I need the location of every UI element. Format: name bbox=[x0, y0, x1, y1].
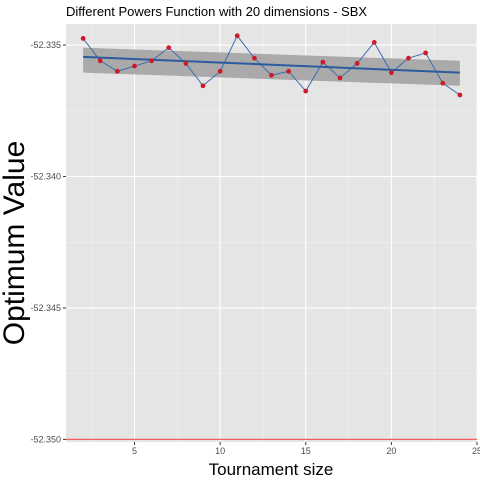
data-point bbox=[286, 68, 292, 74]
data-point bbox=[149, 58, 155, 64]
data-point bbox=[423, 50, 429, 56]
x-tick-label: 10 bbox=[215, 446, 225, 456]
y-axis-ticks: -52.335 -52.340 -52.345 -52.350 bbox=[30, 40, 66, 444]
data-point bbox=[200, 83, 206, 89]
x-tick-label: 25 bbox=[472, 446, 480, 456]
data-point bbox=[80, 36, 86, 41]
y-tick-label: -52.335 bbox=[30, 40, 61, 50]
x-tick-label: 15 bbox=[301, 446, 311, 456]
data-point bbox=[320, 59, 326, 65]
x-tick-label: 20 bbox=[386, 446, 396, 456]
data-point bbox=[97, 58, 103, 64]
data-point bbox=[217, 68, 223, 74]
data-point bbox=[234, 33, 240, 39]
data-point bbox=[388, 70, 394, 76]
data-point bbox=[354, 61, 360, 66]
data-point bbox=[166, 45, 172, 51]
plot-panel bbox=[66, 24, 477, 442]
data-point bbox=[269, 72, 274, 78]
chart-title: Different Powers Function with 20 dimens… bbox=[66, 4, 367, 19]
data-point bbox=[406, 55, 411, 61]
x-axis-label: Tournament size bbox=[209, 460, 334, 479]
y-axis-label: Optimum Value bbox=[0, 141, 31, 346]
data-point bbox=[183, 61, 189, 66]
y-tick-label: -52.350 bbox=[30, 434, 61, 444]
data-point bbox=[251, 55, 257, 61]
data-point bbox=[114, 68, 120, 74]
confidence-band-layer bbox=[83, 47, 460, 86]
confidence-band bbox=[83, 47, 460, 86]
series-points-layer bbox=[80, 33, 463, 98]
x-axis-ticks: 5 10 15 20 25 bbox=[132, 442, 480, 456]
data-point bbox=[440, 80, 446, 86]
data-point bbox=[132, 63, 137, 69]
y-tick-label: -52.340 bbox=[30, 171, 61, 181]
trend-line-layer bbox=[83, 55, 460, 74]
data-point bbox=[371, 40, 377, 45]
data-point bbox=[337, 75, 343, 81]
data-point bbox=[457, 92, 463, 98]
x-tick-label: 5 bbox=[132, 446, 137, 456]
y-tick-label: -52.345 bbox=[30, 303, 61, 313]
trend-line bbox=[83, 55, 460, 74]
data-point bbox=[303, 88, 309, 94]
